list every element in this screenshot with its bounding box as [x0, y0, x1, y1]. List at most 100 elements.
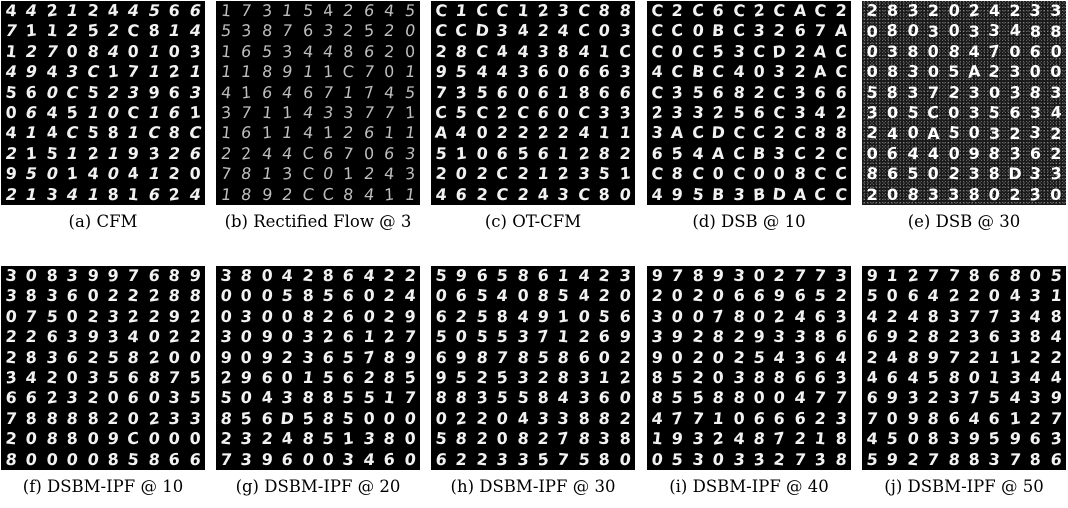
generated-digit: 6 — [712, 1, 725, 21]
generated-digit: 4 — [220, 82, 233, 103]
generated-digit: 8 — [577, 429, 591, 449]
generated-digit: 1 — [322, 61, 334, 83]
generated-digit: 5 — [188, 388, 202, 408]
generated-digit: C — [671, 62, 685, 82]
generated-digit: C — [322, 183, 335, 205]
generated-digit: 6 — [813, 368, 828, 388]
generated-digit: 0 — [25, 266, 39, 286]
generated-digit: 1 — [886, 266, 900, 286]
generated-digit: 0 — [403, 449, 417, 469]
generated-digit: 4 — [926, 286, 941, 306]
generated-digit: C — [834, 41, 847, 62]
generated-digit: 2 — [455, 449, 469, 469]
generated-digit: 0 — [866, 62, 878, 82]
generated-digit: 5 — [691, 184, 705, 205]
generated-digit: 1 — [322, 122, 334, 144]
generated-digit: 8 — [671, 164, 684, 184]
generated-digit: 5 — [557, 286, 571, 307]
generated-digit: C — [753, 122, 766, 144]
generated-digit: 3 — [342, 449, 356, 470]
generated-digit: 0 — [947, 20, 960, 42]
generated-digit: 6 — [794, 408, 806, 429]
generated-digit: 4 — [516, 41, 530, 62]
generated-digit: 2 — [496, 102, 509, 124]
generated-digit: 9 — [1049, 388, 1063, 408]
generated-digit: 8 — [597, 408, 612, 428]
generated-digit: 6 — [813, 347, 827, 368]
generated-digit: B — [690, 61, 706, 82]
generated-digit: 0 — [25, 429, 39, 449]
generated-digit: 2 — [793, 429, 807, 449]
generated-digit: 1 — [988, 367, 1002, 388]
generated-digit: 5 — [948, 62, 960, 82]
generated-digit: 1 — [1009, 408, 1021, 429]
generated-digit: 2 — [322, 326, 335, 348]
generated-digit: 7 — [1049, 408, 1063, 428]
generated-digit: C — [84, 62, 101, 82]
generated-digit: C — [650, 82, 665, 103]
generated-digit: 5 — [403, 82, 417, 102]
generated-digit: 2 — [168, 326, 181, 348]
generated-digit: 2 — [495, 123, 510, 143]
generated-digit: 2 — [64, 21, 81, 41]
generated-digit: C — [813, 1, 828, 21]
generated-digit: 0 — [281, 306, 294, 327]
generated-digit: 5 — [455, 368, 469, 388]
generated-digit: 0 — [671, 346, 684, 368]
generated-digit: 4 — [577, 41, 591, 61]
generated-digit: 8 — [865, 163, 879, 184]
generated-digit: 2 — [127, 306, 140, 327]
generated-digit: 4 — [886, 346, 899, 368]
generated-digit: 3 — [536, 41, 550, 61]
generated-digit: 8 — [557, 367, 571, 388]
generated-digit: 2 — [865, 123, 879, 144]
generated-digit: C — [455, 20, 468, 42]
generated-digit: 3 — [1009, 143, 1021, 164]
generated-digit: 0 — [671, 41, 684, 61]
generated-digit: C — [342, 61, 356, 82]
generated-digit: 3 — [280, 388, 295, 408]
generated-digit: 0 — [712, 163, 725, 185]
generated-digit: 0 — [147, 388, 161, 408]
generated-digit: 8 — [382, 428, 396, 449]
generated-digit: 3 — [188, 408, 202, 428]
generated-digit: 6 — [302, 20, 314, 42]
panel-caption: (g) DSBM-IPF @ 20 — [235, 477, 401, 496]
generated-digit: 2 — [947, 327, 961, 347]
generated-digit: 6 — [1028, 428, 1042, 449]
generated-digit: 8 — [886, 81, 899, 103]
generated-digit: 3 — [927, 21, 939, 41]
generated-digit: 0 — [906, 429, 920, 449]
generated-digit: 2 — [1049, 347, 1063, 367]
generated-digit: 6 — [187, 143, 203, 163]
generated-digit: A — [670, 123, 685, 143]
generated-digit: 0 — [281, 367, 294, 389]
generated-digit: 5 — [671, 368, 685, 388]
generated-digit: 0 — [671, 306, 685, 326]
generated-digit: 8 — [107, 183, 120, 205]
generated-digit: 2 — [650, 286, 664, 306]
generated-digit: 9 — [148, 81, 160, 103]
generated-digit: 7 — [557, 428, 570, 450]
generated-digit: 1 — [241, 82, 252, 103]
generated-digit: 0 — [1009, 41, 1021, 61]
generated-digit: 8 — [1029, 448, 1042, 470]
generated-digit: 3 — [793, 103, 807, 123]
generated-digit: 4 — [362, 184, 376, 204]
generated-digit: 3 — [516, 62, 530, 82]
generated-digit: 5 — [597, 163, 611, 184]
generated-digit: 3 — [773, 326, 787, 347]
generated-digit: 4 — [495, 286, 510, 306]
generated-digit: 3 — [947, 306, 961, 327]
generated-digit: 5 — [712, 41, 725, 62]
generated-digit: 3 — [794, 346, 806, 368]
generated-digit: 5 — [495, 327, 510, 347]
generated-digit: 6 — [65, 286, 80, 306]
generated-digit: 5 — [813, 286, 828, 306]
generated-digit: C — [834, 143, 848, 163]
generated-digit: 4 — [557, 21, 571, 42]
generated-digit: 6 — [187, 1, 203, 21]
generated-digit: 2 — [773, 306, 786, 327]
